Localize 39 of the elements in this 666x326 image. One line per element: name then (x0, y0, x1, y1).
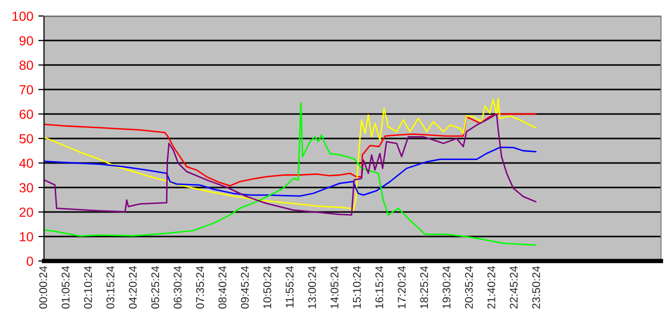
line-series (44, 113, 537, 216)
y-tick-label: 30 (19, 183, 34, 192)
line-series (44, 102, 537, 246)
y-tick-label: 80 (19, 60, 34, 70)
x-tick-label: 04:20:24 (128, 266, 137, 309)
y-tick-label: 100 (12, 12, 34, 21)
x-tick-label: 10:50:24 (263, 266, 272, 308)
x-tick-label: 21:40:24 (487, 266, 496, 309)
y-tick-label: 20 (20, 208, 34, 217)
x-tick-label: 20:35:24 (464, 266, 473, 309)
y-tick-label: 40 (19, 158, 34, 168)
x-tick-label: 03:15:24 (106, 266, 114, 309)
x-tick-label: 19:30:24 (442, 266, 450, 308)
y-tick-label: 60 (20, 110, 34, 119)
y-tick-label: 70 (20, 85, 34, 94)
x-tick-label: 14:05:24 (330, 266, 338, 308)
x-tick-label: 01:05:24 (62, 266, 70, 309)
x-tick-label: 08:40:24 (218, 266, 226, 309)
x-tick-label: 22:45:24 (510, 266, 518, 309)
y-tick-label: 50 (19, 134, 34, 144)
x-tick-label: 15:10:24 (352, 266, 361, 308)
x-tick-label: 16:15:24 (375, 266, 384, 308)
x-tick-label: 18:25:24 (420, 266, 428, 308)
x-tick-label: 05:25:24 (151, 266, 160, 309)
x-tick-label: 09:45:24 (240, 266, 249, 309)
x-tick-label: 23:50:24 (532, 266, 540, 309)
y-tick-label: 0 (26, 256, 34, 266)
y-tick-label: 90 (20, 36, 34, 46)
x-tick-label: 06:30:24 (174, 266, 182, 309)
line-series (44, 113, 537, 186)
y-tick-label: 10 (20, 232, 34, 242)
x-tick-label: 00:00:24 (39, 266, 48, 309)
line-series (44, 98, 537, 211)
x-tick-label: 17:20:24 (398, 266, 406, 308)
x-tick-label: 02:10:24 (84, 266, 92, 309)
x-tick-label: 11:55:24 (286, 266, 294, 308)
x-tick-label: 13:00:24 (308, 266, 316, 308)
line-series (44, 146, 537, 197)
x-tick-label: 07:35:24 (196, 266, 204, 309)
